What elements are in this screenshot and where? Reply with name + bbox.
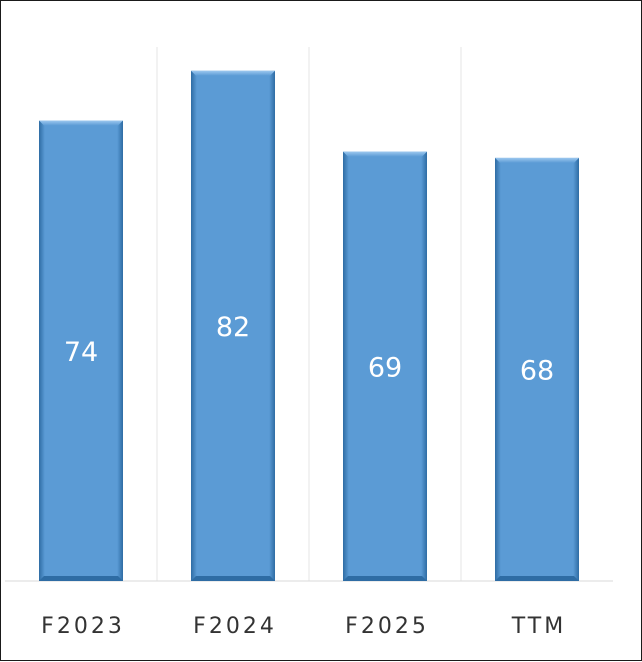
bar-bevel-bottom bbox=[343, 576, 427, 581]
data-labels: 74 82 69 68 bbox=[64, 312, 554, 387]
bar-bevel-bottom bbox=[39, 576, 123, 581]
x-tick-label: F2023 bbox=[41, 614, 125, 639]
x-axis-ticks: F2023 F2024 F2025 TTM bbox=[41, 614, 566, 639]
bar-body bbox=[191, 70, 275, 582]
bar-f2025 bbox=[343, 151, 427, 581]
bar-bevel-top bbox=[343, 151, 427, 157]
bar-body bbox=[495, 157, 579, 581]
bar-bevel-bottom bbox=[495, 576, 579, 581]
bar-bevel-top bbox=[495, 157, 579, 163]
data-label: 68 bbox=[520, 355, 554, 386]
x-tick-label: F2025 bbox=[345, 614, 429, 639]
bar-f2024 bbox=[191, 70, 275, 582]
bar-body bbox=[343, 151, 427, 581]
data-label: 74 bbox=[64, 337, 98, 368]
bars bbox=[39, 70, 579, 582]
bar-ttm bbox=[495, 157, 579, 581]
bar-bevel-bottom bbox=[191, 576, 275, 581]
bar-bevel-top bbox=[39, 120, 123, 126]
bar-body bbox=[39, 120, 123, 582]
bar-bevel-top bbox=[191, 70, 275, 76]
data-label: 82 bbox=[216, 312, 250, 343]
data-label: 69 bbox=[368, 352, 402, 383]
x-tick-label: F2024 bbox=[193, 614, 277, 639]
x-tick-label: TTM bbox=[511, 614, 566, 639]
bar-f2023 bbox=[39, 120, 123, 582]
